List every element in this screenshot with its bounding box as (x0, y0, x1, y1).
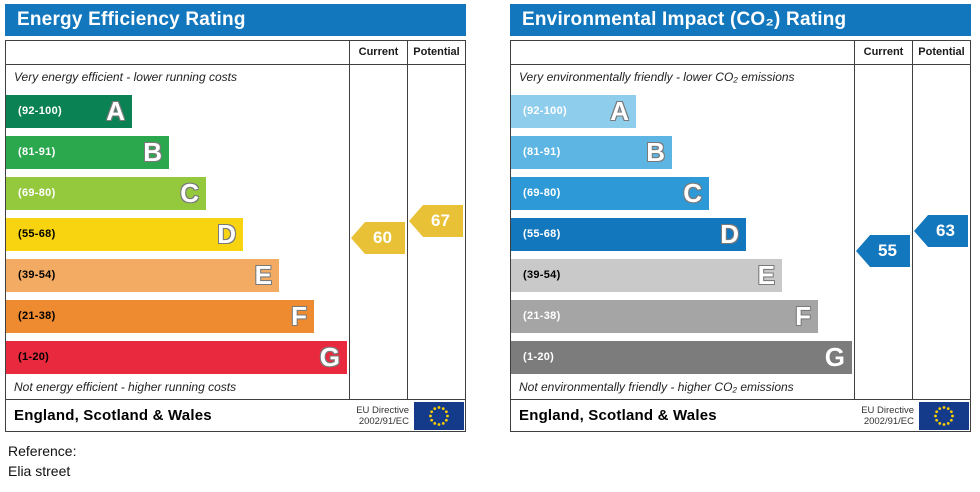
current-column-divider (854, 65, 855, 399)
band-range-label: (21-38) (523, 310, 561, 322)
column-spacer (511, 41, 854, 64)
reference-value: Elia street (8, 463, 71, 479)
band-range-label: (81-91) (523, 146, 561, 158)
band-letter: B (646, 137, 665, 167)
band-row-c: (69-80) C (511, 177, 709, 210)
energy-chart-title: Energy Efficiency Rating (5, 4, 466, 36)
band-letter: D (720, 219, 739, 249)
band-range-label: (69-80) (18, 187, 56, 199)
band-range-label: (92-100) (18, 105, 62, 117)
energy-efficiency-chart: Energy Efficiency Rating Current Potenti… (5, 4, 466, 432)
reference-label: Reference: (8, 443, 77, 459)
band-letter: C (683, 178, 702, 208)
co2-rating-chart: Environmental Impact (CO₂) Rating Curren… (510, 4, 971, 432)
band-row-f: (21-38) F (6, 300, 314, 333)
band-row-f: (21-38) F (511, 300, 818, 333)
potential-column-header: Potential (912, 41, 970, 64)
band-range-label: (1-20) (18, 351, 50, 363)
band-row-b: (81-91) B (6, 136, 169, 169)
band-row-d: (55-68) D (511, 218, 746, 251)
band-row-b: (81-91) B (511, 136, 672, 169)
current-column-header: Current (349, 41, 407, 64)
band-letter: D (217, 219, 236, 249)
current-column-divider (349, 65, 350, 399)
band-letter: E (254, 260, 272, 290)
co2-chart-table: Current Potential Very environmentally f… (510, 40, 971, 432)
region-label: England, Scotland & Wales (14, 407, 212, 424)
column-spacer (6, 41, 349, 64)
band-row-a: (92-100) A (511, 95, 636, 128)
band-letter: A (106, 96, 125, 126)
bottom-caption: Not environmentally friendly - higher CO… (519, 380, 794, 394)
chart-footer: England, Scotland & Wales EU Directive 2… (6, 399, 465, 431)
band-row-g: (1-20) G (6, 341, 347, 374)
band-letter: E (757, 260, 775, 290)
band-letter: A (610, 96, 629, 126)
top-caption: Very environmentally friendly - lower CO… (519, 70, 795, 84)
potential-rating-arrow: 63 (914, 215, 968, 247)
current-rating-value: 60 (373, 228, 392, 247)
band-letter: G (319, 342, 340, 372)
column-header-row: Current Potential (6, 41, 465, 65)
column-header-row: Current Potential (511, 41, 970, 65)
band-range-label: (55-68) (18, 228, 56, 240)
band-range-label: (81-91) (18, 146, 56, 158)
potential-rating-value: 63 (936, 221, 955, 240)
band-row-e: (39-54) E (6, 259, 279, 292)
eu-directive-label: EU Directive 2002/91/EC (861, 404, 914, 427)
band-row-c: (69-80) C (6, 177, 206, 210)
band-range-label: (55-68) (523, 228, 561, 240)
band-range-label: (1-20) (523, 351, 555, 363)
band-row-g: (1-20) G (511, 341, 852, 374)
potential-column-header: Potential (407, 41, 465, 64)
region-label: England, Scotland & Wales (519, 407, 717, 424)
energy-chart-table: Current Potential Very energy efficient … (5, 40, 466, 432)
top-caption: Very energy efficient - lower running co… (14, 70, 237, 84)
band-letter: C (180, 178, 199, 208)
current-rating-value: 55 (878, 241, 897, 260)
co2-chart-body: Very environmentally friendly - lower CO… (511, 65, 970, 399)
band-range-label: (21-38) (18, 310, 56, 322)
current-column-header: Current (854, 41, 912, 64)
potential-column-divider (407, 65, 408, 399)
bottom-caption: Not energy efficient - higher running co… (14, 380, 237, 394)
potential-rating-arrow: 67 (409, 205, 463, 237)
band-letter: F (291, 301, 307, 331)
band-letter: B (143, 137, 162, 167)
band-row-e: (39-54) E (511, 259, 782, 292)
band-range-label: (39-54) (18, 269, 56, 281)
eu-flag-icon (414, 401, 464, 430)
eu-directive-label: EU Directive 2002/91/EC (356, 404, 409, 427)
band-letter: G (824, 342, 845, 372)
energy-chart-body: Very energy efficient - lower running co… (6, 65, 465, 399)
potential-rating-value: 67 (431, 211, 450, 230)
potential-column-divider (912, 65, 913, 399)
band-range-label: (39-54) (523, 269, 561, 281)
band-letter: F (795, 301, 811, 331)
eu-flag-icon (919, 401, 969, 430)
band-row-d: (55-68) D (6, 218, 243, 251)
co2-chart-title: Environmental Impact (CO₂) Rating (510, 4, 971, 36)
current-rating-arrow: 55 (856, 235, 910, 267)
chart-footer: England, Scotland & Wales EU Directive 2… (511, 399, 970, 431)
reference-block: Reference: Elia street (8, 441, 76, 481)
band-range-label: (92-100) (523, 105, 567, 117)
band-row-a: (92-100) A (6, 95, 132, 128)
current-rating-arrow: 60 (351, 222, 405, 254)
band-range-label: (69-80) (523, 187, 561, 199)
